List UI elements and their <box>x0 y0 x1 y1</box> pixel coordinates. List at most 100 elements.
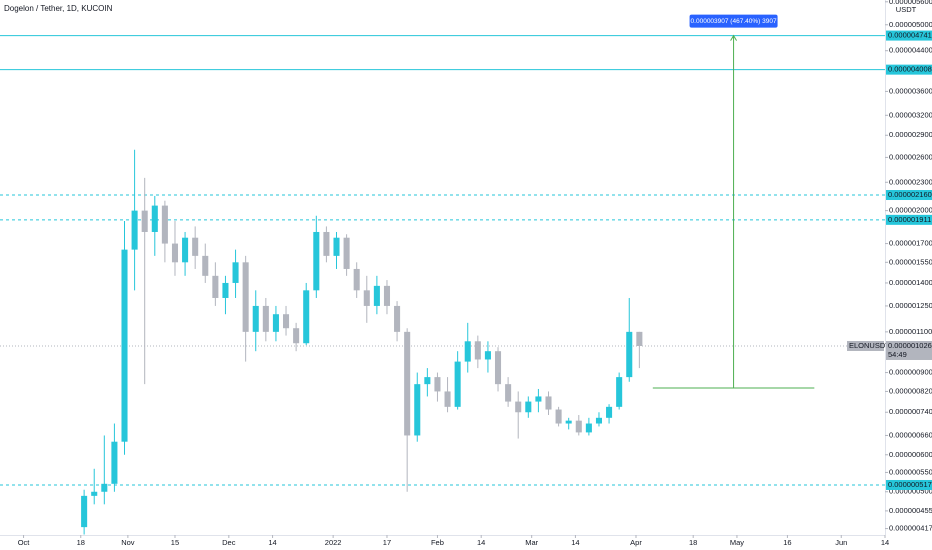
candle-body <box>454 361 461 407</box>
candle-body <box>323 231 330 256</box>
y-tick-label: 0.000000417 <box>889 524 932 533</box>
x-tick-label: 18 <box>689 538 697 547</box>
candle-body <box>222 282 229 298</box>
candle-body <box>464 341 471 362</box>
candle-body <box>535 396 542 402</box>
level-label-bg <box>886 214 932 225</box>
y-tick-label: 0.000000660 <box>889 430 932 439</box>
y-tick-label: 0.000001400 <box>889 278 932 287</box>
y-tick-label: 0.000005000 <box>889 20 932 29</box>
candle-body <box>101 483 108 492</box>
y-tick-label: 0.000000455 <box>889 506 932 515</box>
y-tick-label: 0.000002600 <box>889 152 932 161</box>
candle-body <box>424 377 431 385</box>
candle-body <box>414 384 421 436</box>
candle-body <box>303 290 310 344</box>
candle-body <box>353 268 360 291</box>
x-tick-label: Jun <box>835 538 847 547</box>
x-tick-label: May <box>730 538 744 547</box>
candle-body <box>242 262 249 332</box>
y-tick-label: 0.000005600 <box>889 0 932 6</box>
candle-body <box>636 331 643 346</box>
measure-label-bg <box>689 14 778 28</box>
candle-body <box>232 262 239 283</box>
y-tick-label: 0.000000900 <box>889 368 932 377</box>
candle-body <box>606 406 613 418</box>
candle-body <box>151 205 158 232</box>
candle-body <box>363 290 370 306</box>
candle-body <box>595 417 603 424</box>
x-tick-label: 18 <box>77 538 85 547</box>
x-tick-label: 17 <box>383 538 391 547</box>
measure-arrow <box>730 34 738 41</box>
candle-body <box>131 210 138 250</box>
x-tick-label: Dec <box>222 538 236 547</box>
candle-body <box>515 401 522 413</box>
candle-body <box>282 314 290 329</box>
x-tick-label: 14 <box>571 538 579 547</box>
level-label: 0.000002160 <box>888 190 932 199</box>
y-tick-label: 0.000000820 <box>889 386 932 395</box>
candle-body <box>171 243 179 263</box>
x-tick-label: Nov <box>121 538 135 547</box>
candle-body <box>212 275 219 298</box>
measure-label: 0.000003907 (467.40%) 3907 <box>691 18 777 25</box>
candle-body <box>565 420 572 424</box>
candle-body <box>585 423 592 433</box>
y-tick-label: 0.000001100 <box>889 327 932 336</box>
candle-body <box>373 285 380 306</box>
x-tick-label: 14 <box>881 538 889 547</box>
candle-body <box>474 341 481 360</box>
x-tick-label: Apr <box>630 538 642 547</box>
candle-body <box>434 377 441 392</box>
candle-body <box>555 409 562 424</box>
candle-body <box>505 384 512 402</box>
symbol-label-bg <box>847 340 884 351</box>
candle-body <box>182 237 189 263</box>
last-price-bg <box>886 340 932 360</box>
candle-body <box>626 331 633 378</box>
candle-body <box>333 237 340 256</box>
level-label: 0.000004741 <box>888 31 932 40</box>
y-tick-label: 0.000000550 <box>889 467 932 476</box>
countdown: 54:49 <box>888 350 907 359</box>
candle-body <box>575 420 582 433</box>
x-tick-label: Feb <box>431 538 444 547</box>
candle-body <box>616 377 623 407</box>
y-tick-label: 0.000003200 <box>889 110 932 119</box>
candle-body <box>343 237 350 269</box>
y-tick-label: 0.000000600 <box>889 450 932 459</box>
candle-body <box>91 491 98 496</box>
y-tick-label: 0.000000740 <box>889 407 932 416</box>
last-price-label: 0.000001026 <box>888 341 932 350</box>
x-tick-label: Oct <box>18 538 31 547</box>
level-label-bg <box>886 64 932 75</box>
x-tick-label: 14 <box>477 538 485 547</box>
candle-body <box>111 441 118 484</box>
candle-body <box>161 205 168 244</box>
candle-body <box>484 351 491 360</box>
candle-body <box>202 255 209 276</box>
candle-body <box>141 210 148 232</box>
candle-body <box>293 328 300 344</box>
level-label-bg <box>886 30 932 41</box>
y-unit: USDT <box>896 5 917 14</box>
y-tick-label: 0.000001250 <box>889 301 932 310</box>
candle-body <box>192 237 199 256</box>
y-tick-label: 0.000000500 <box>889 487 932 496</box>
x-tick-label: 2022 <box>325 538 342 547</box>
candle-body <box>121 249 128 442</box>
candle-body <box>81 495 88 528</box>
x-tick-label: 14 <box>268 538 276 547</box>
x-tick-label: Mar <box>525 538 538 547</box>
y-tick-label: 0.000002000 <box>889 206 932 215</box>
candle-body <box>525 401 532 413</box>
candle-body <box>262 305 269 332</box>
candle-body <box>545 396 552 410</box>
y-tick-label: 0.000002900 <box>889 130 932 139</box>
y-tick-label: 0.000004400 <box>889 46 932 55</box>
candle-body <box>494 351 502 385</box>
candle-body <box>394 305 401 332</box>
